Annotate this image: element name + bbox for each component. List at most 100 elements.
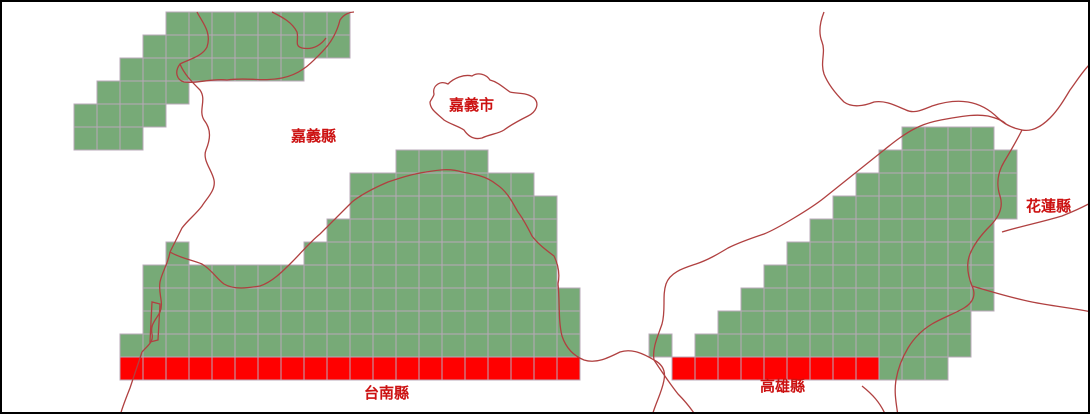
- coverage-cell: [395, 149, 420, 174]
- boundary-line: [1001, 203, 1088, 233]
- coverage-cell: [901, 172, 926, 197]
- coverage-cell: [740, 333, 765, 358]
- highlight-cell: [372, 356, 397, 381]
- coverage-cell: [786, 241, 811, 266]
- coverage-cell: [418, 264, 443, 289]
- coverage-cell: [970, 264, 995, 289]
- coverage-cell: [441, 287, 466, 312]
- coverage-cell: [832, 310, 857, 335]
- coverage-cell: [119, 333, 144, 358]
- coverage-cell: [970, 126, 995, 151]
- coverage-cell: [395, 310, 420, 335]
- coverage-cell: [763, 287, 788, 312]
- highlight-cell: [441, 356, 466, 381]
- highlight-cell: [349, 356, 374, 381]
- coverage-cell: [96, 80, 121, 105]
- coverage-cell: [372, 172, 397, 197]
- coverage-cell: [418, 333, 443, 358]
- coverage-cell: [947, 149, 972, 174]
- coverage-cell: [211, 287, 236, 312]
- coverage-cell: [924, 356, 949, 381]
- coverage-cell: [234, 264, 259, 289]
- coverage-cell: [832, 287, 857, 312]
- coverage-cell: [855, 264, 880, 289]
- highlight-grid: [119, 356, 880, 381]
- coverage-cell: [257, 333, 282, 358]
- boundary-line: [149, 301, 161, 343]
- coverage-cell: [878, 218, 903, 243]
- coverage-cell: [947, 195, 972, 220]
- coverage-cell: [142, 34, 167, 59]
- coverage-cell: [211, 333, 236, 358]
- coverage-cell: [832, 218, 857, 243]
- coverage-cell: [280, 57, 305, 82]
- coverage-cell: [395, 218, 420, 243]
- coverage-cell: [441, 172, 466, 197]
- coverage-cell: [901, 310, 926, 335]
- coverage-cell: [165, 333, 190, 358]
- coverage-cell: [947, 333, 972, 358]
- coverage-cell: [924, 241, 949, 266]
- coverage-cell: [441, 241, 466, 266]
- coverage-cell: [855, 195, 880, 220]
- coverage-cell: [349, 172, 374, 197]
- coverage-cell: [142, 103, 167, 128]
- coverage-cell: [786, 333, 811, 358]
- coverage-cell: [533, 218, 558, 243]
- coverage-cell: [234, 57, 259, 82]
- coverage-cell: [211, 57, 236, 82]
- highlight-cell: [303, 356, 328, 381]
- coverage-cell: [533, 241, 558, 266]
- coverage-cell: [257, 57, 282, 82]
- coverage-cell: [395, 333, 420, 358]
- coverage-cell: [832, 195, 857, 220]
- coverage-cell: [993, 149, 1018, 174]
- label-kaohsiung-county: 高雄縣: [760, 377, 806, 395]
- coverage-cell: [924, 195, 949, 220]
- coverage-cell: [740, 310, 765, 335]
- coverage-cell: [165, 310, 190, 335]
- coverage-cell: [234, 287, 259, 312]
- coverage-cell: [96, 126, 121, 151]
- coverage-cell: [786, 264, 811, 289]
- coverage-cell: [142, 333, 167, 358]
- coverage-cell: [924, 310, 949, 335]
- highlight-cell: [510, 356, 535, 381]
- coverage-cell: [211, 310, 236, 335]
- coverage-cell: [372, 264, 397, 289]
- coverage-cell: [878, 149, 903, 174]
- coverage-cell: [464, 333, 489, 358]
- highlight-cell: [832, 356, 857, 381]
- coverage-cell: [510, 241, 535, 266]
- coverage-cell: [924, 126, 949, 151]
- coverage-cell: [947, 126, 972, 151]
- coverage-cell: [464, 218, 489, 243]
- coverage-cell: [464, 264, 489, 289]
- coverage-cell: [73, 103, 98, 128]
- coverage-cell: [510, 218, 535, 243]
- coverage-cell: [487, 195, 512, 220]
- coverage-cell: [188, 333, 213, 358]
- coverage-cell: [257, 264, 282, 289]
- highlight-cell: [280, 356, 305, 381]
- coverage-cell: [924, 149, 949, 174]
- coverage-cell: [947, 287, 972, 312]
- coverage-cell: [970, 195, 995, 220]
- coverage-cell: [487, 310, 512, 335]
- coverage-cell: [878, 287, 903, 312]
- coverage-cell: [809, 287, 834, 312]
- coverage-cell: [786, 287, 811, 312]
- boundary-line: [429, 73, 538, 140]
- coverage-cell: [855, 241, 880, 266]
- coverage-cell: [487, 172, 512, 197]
- coverage-cell: [809, 241, 834, 266]
- highlight-cell: [671, 356, 696, 381]
- highlight-cell: [556, 356, 581, 381]
- highlight-cell: [234, 356, 259, 381]
- coverage-cell: [119, 80, 144, 105]
- coverage-cell: [855, 287, 880, 312]
- highlight-cell: [142, 356, 167, 381]
- coverage-cell: [947, 218, 972, 243]
- coverage-cell: [142, 287, 167, 312]
- coverage-cell: [901, 264, 926, 289]
